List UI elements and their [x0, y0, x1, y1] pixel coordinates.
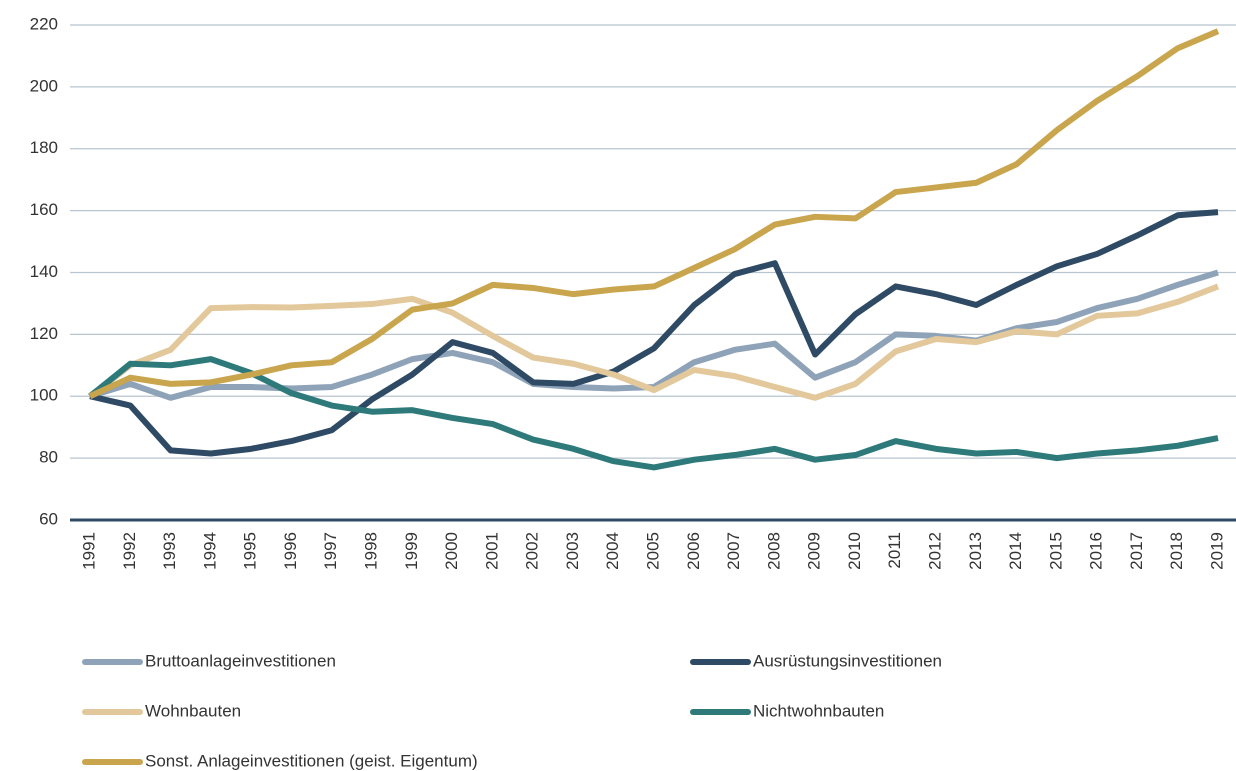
legend-label: Sonst. Anlageinvestitionen (geist. Eigen… [145, 751, 478, 770]
x-tick-label: 2008 [764, 532, 783, 570]
y-tick-label: 140 [30, 262, 58, 281]
y-tick-label: 80 [39, 448, 58, 467]
x-tick-label: 1997 [321, 532, 340, 570]
x-tick-label: 2011 [885, 532, 904, 569]
legend-label: Wohnbauten [145, 701, 241, 720]
x-tick-label: 2017 [1127, 532, 1146, 570]
y-tick-label: 100 [30, 386, 58, 405]
series-line [88, 28, 1220, 399]
x-tick-label: 2012 [925, 532, 944, 570]
legend-label: Ausrüstungsinvestitionen [753, 651, 942, 670]
y-tick-label: 60 [39, 509, 58, 528]
x-tick-label: 2006 [684, 532, 703, 570]
x-tick-label: 2004 [603, 532, 622, 570]
series-line [88, 283, 1220, 401]
x-tick-label: 2016 [1087, 532, 1106, 570]
x-tick-label: 2009 [805, 532, 824, 570]
x-tick-label: 2013 [966, 532, 985, 570]
x-tick-label: 2002 [523, 532, 542, 570]
series-line [89, 209, 1219, 457]
x-tick-label: 2018 [1167, 532, 1186, 570]
x-tick-label: 1994 [200, 532, 219, 570]
y-tick-label: 160 [30, 200, 58, 219]
x-tick-label: 2001 [482, 532, 501, 570]
x-tick-label: 1999 [402, 532, 421, 570]
legend-label: Bruttoanlageinvestitionen [145, 651, 336, 670]
x-tick-label: 2014 [1006, 532, 1025, 570]
x-tick-label: 2015 [1046, 532, 1065, 570]
x-tick-label: 1996 [281, 532, 300, 570]
x-tick-label: 1991 [79, 532, 98, 570]
y-tick-label: 200 [30, 76, 58, 95]
x-tick-label: 2007 [724, 532, 743, 570]
x-tick-label: 1993 [160, 532, 179, 570]
y-tick-label: 220 [30, 14, 58, 33]
y-tick-label: 180 [30, 138, 58, 157]
x-tick-label: 2000 [442, 532, 461, 570]
x-tick-label: 1992 [120, 532, 139, 570]
x-tick-label: 2010 [845, 532, 864, 570]
x-tick-label: 2019 [1207, 532, 1226, 570]
series-line [88, 356, 1219, 471]
legend-label: Nichtwohnbauten [753, 701, 884, 720]
x-tick-label: 1995 [241, 532, 260, 570]
x-tick-label: 2003 [563, 532, 582, 570]
y-tick-label: 120 [30, 324, 58, 343]
x-tick-label: 1998 [361, 532, 380, 570]
x-tick-label: 2005 [643, 532, 662, 570]
